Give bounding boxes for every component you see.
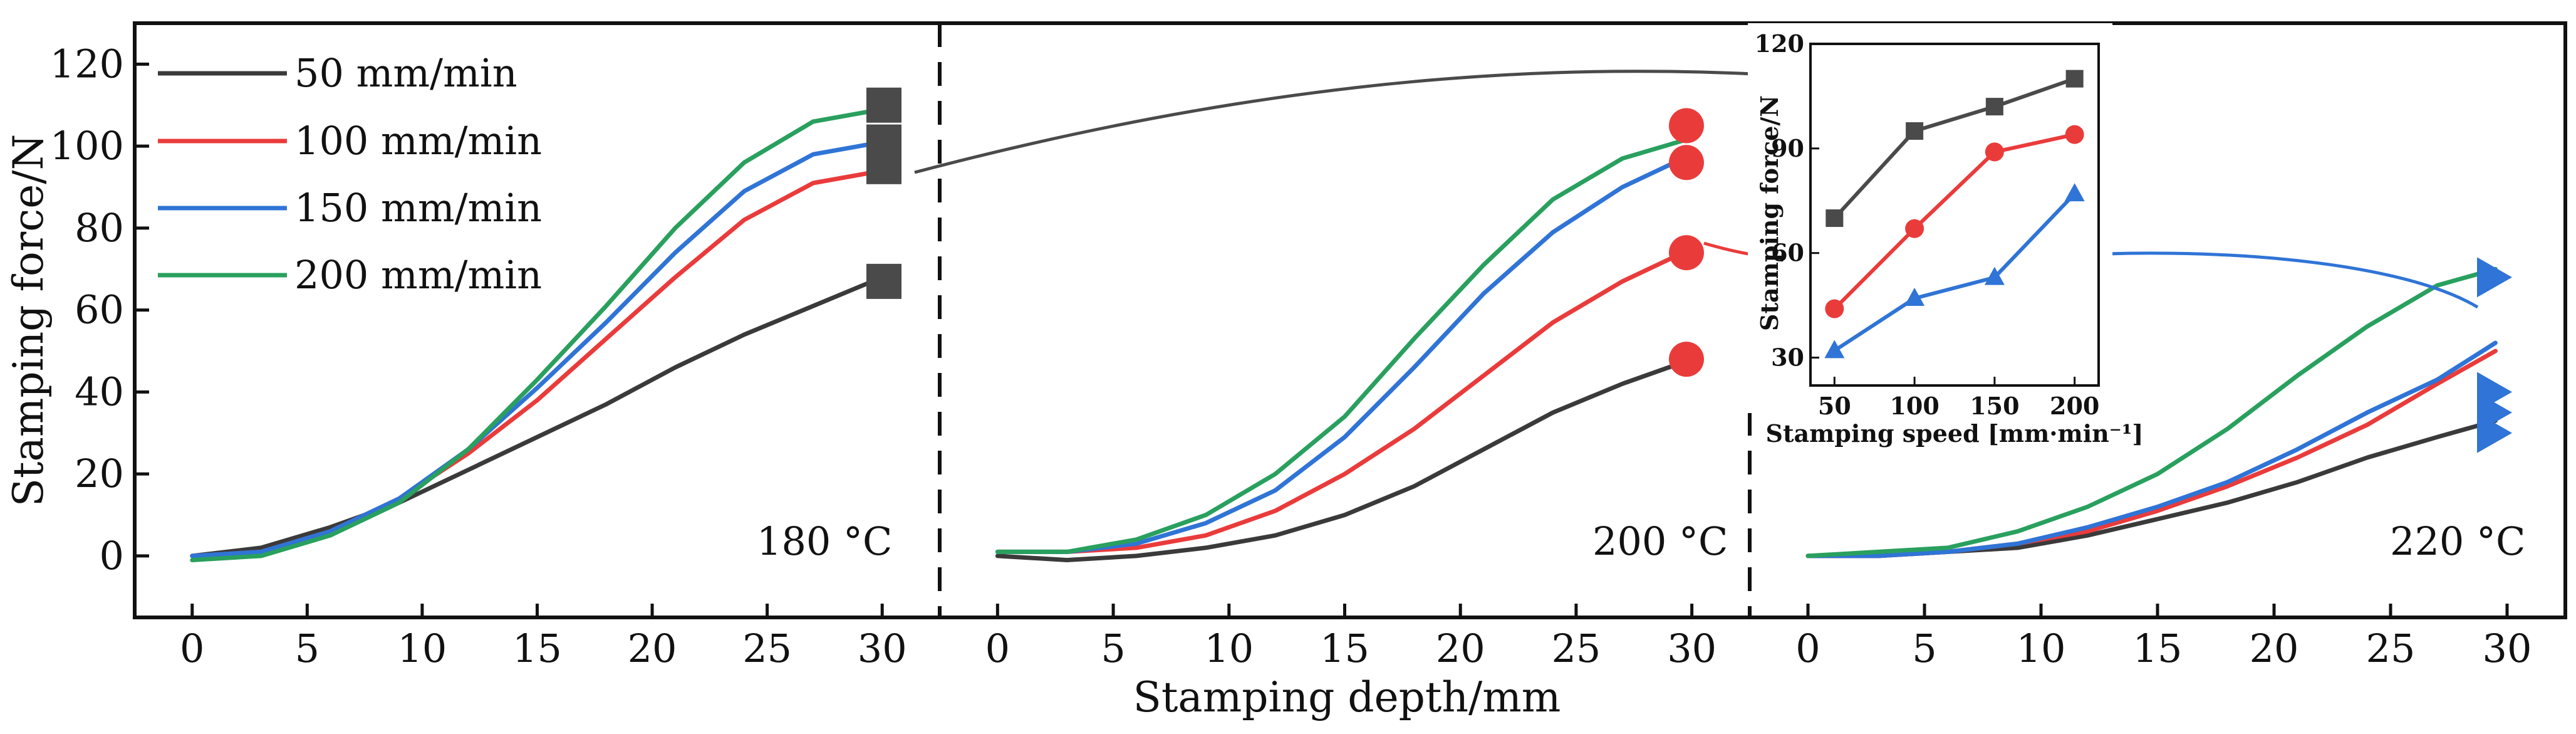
x-tick-label: 20	[1436, 626, 1485, 671]
panel-label-180: 180 °C	[757, 518, 893, 564]
arrow-blue	[2067, 251, 2479, 309]
x-tick-label: 5	[295, 626, 319, 671]
inset-chart: 30 60 90 120 50 100 150 200 Stamping force/N St…	[1748, 23, 2143, 448]
x-axis-title: Stamping depth/mm	[1133, 673, 1561, 721]
series-line-50-panel-2	[995, 357, 1695, 562]
annotation-arrows	[914, 63, 2479, 309]
panel-labels: 180 °C 200 °C 220 °C	[757, 518, 2526, 564]
end-marker-circle	[1669, 145, 1704, 181]
inset-y-tick-label: 120	[1755, 29, 1804, 58]
series-line-200-panel-1	[190, 107, 885, 562]
end-marker-triangle	[2477, 392, 2512, 433]
panel-label-220: 220 °C	[2390, 518, 2526, 564]
y-tick-label: 20	[75, 451, 124, 496]
series-layer	[190, 107, 2498, 562]
inset-y-tick-label: 30	[1771, 343, 1804, 372]
end-marker-square	[866, 87, 901, 123]
x-tick-label: 10	[1204, 626, 1254, 671]
x-tick-label: 10	[2017, 626, 2066, 671]
inset-point-square	[1826, 209, 1844, 228]
series-line-50-panel-1	[190, 275, 885, 558]
x-tick-label: 20	[628, 626, 677, 671]
x-tick-label: 30	[858, 626, 907, 671]
legend-label-100: 100 mm/min	[294, 118, 542, 164]
x-tick-label: 15	[512, 626, 562, 671]
series-line-150-panel-3	[1805, 340, 2498, 558]
y-tick-label: 100	[50, 123, 124, 169]
inset-line-circle	[1833, 132, 2075, 310]
x-tick-label: 0	[180, 626, 204, 671]
inset-point-triangle	[2064, 183, 2085, 202]
legend-label-200: 200 mm/min	[294, 252, 542, 298]
y-tick-label: 40	[75, 369, 124, 414]
end-marker-square	[866, 149, 901, 184]
inset-point-circle	[1985, 142, 2004, 162]
inset-frame	[1809, 43, 2100, 387]
y-tick-label: 120	[50, 41, 124, 87]
inset-x-tick-label: 100	[1889, 392, 1939, 420]
legend-label-50: 50 mm/min	[294, 50, 517, 96]
x-tick-label: 0	[1795, 626, 1820, 671]
inset-x-tick-label: 50	[1818, 392, 1851, 420]
end-marker-circle	[1669, 235, 1704, 271]
end-marker-triangle	[2477, 257, 2512, 298]
x-tick-label: 30	[2483, 626, 2532, 671]
panel-label-200: 200 °C	[1592, 518, 1728, 564]
x-tick-label: 20	[2250, 626, 2299, 671]
x-tick-label: 25	[742, 626, 792, 671]
y-tick-label: 0	[100, 533, 124, 579]
inset-point-square	[1985, 98, 2003, 116]
inset-series	[1824, 70, 2085, 359]
inset-point-triangle	[1824, 340, 1845, 359]
inset-point-square	[1906, 122, 1924, 140]
end-marker-square	[866, 263, 901, 299]
inset-x-tick-label: 150	[1970, 392, 2019, 420]
y-tick-label: 60	[75, 287, 124, 333]
x-tick-label: 10	[397, 626, 447, 671]
series-line-200-panel-3	[1805, 266, 2498, 558]
inset-point-triangle	[1904, 287, 1925, 306]
x-tick-label: 30	[1667, 626, 1716, 671]
plot-frame	[133, 21, 2567, 619]
end-marker-circle	[1669, 108, 1704, 144]
inset-y-tick-label: 90	[1771, 134, 1804, 162]
x-axis-ticks: 0 5 10 15 20 25 30 0 5 10 15 20 25 30 0 5 10 15 20 25 30	[180, 604, 2532, 671]
inset-line-triangle	[1833, 192, 2076, 352]
inset-x-tick-label: 200	[2050, 392, 2099, 420]
x-tick-label: 25	[2366, 626, 2416, 671]
inset-x-axis-title: Stamping speed [mm·min⁻¹]	[1766, 419, 2144, 448]
y-tick-label: 80	[75, 205, 124, 251]
inset-point-triangle	[1984, 266, 2005, 285]
x-tick-label: 15	[2133, 626, 2183, 671]
x-tick-label: 0	[985, 626, 1010, 671]
series-line-100-panel-2	[995, 246, 1695, 554]
legend: 50 mm/min 100 mm/min 150 mm/min 200 mm/m…	[158, 50, 542, 298]
legend-label-150: 150 mm/min	[294, 185, 542, 231]
inset-point-circle	[1905, 219, 1924, 238]
series-line-150-panel-1	[190, 140, 885, 558]
end-marker-circle	[1669, 342, 1704, 377]
x-tick-label: 25	[1551, 626, 1601, 671]
x-tick-label: 15	[1320, 626, 1369, 671]
inset-y-axis-title: Stamping force/N	[1755, 95, 1784, 331]
inset-ticks: 30 60 90 120 50 100 150 200	[1755, 29, 2100, 420]
x-tick-label: 5	[1101, 626, 1125, 671]
x-tick-label: 5	[1912, 626, 1936, 671]
end-marker-layer	[866, 87, 2512, 453]
inset-point-circle	[2065, 125, 2084, 144]
inset-point-circle	[1825, 299, 1844, 318]
series-line-150-panel-2	[995, 152, 1695, 554]
inset-point-square	[2065, 70, 2084, 88]
y-axis-ticks: 0 20 40 60 80 100 120	[50, 41, 149, 579]
series-line-200-panel-2	[995, 135, 1695, 554]
inset-y-tick-label: 60	[1771, 239, 1804, 267]
inset-line-square	[1833, 76, 2075, 220]
y-axis-title: Stamping force/N	[4, 134, 53, 506]
